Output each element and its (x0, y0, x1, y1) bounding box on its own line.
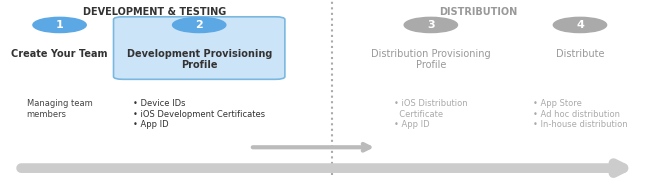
Text: • iOS Distribution
  Certificate
• App ID: • iOS Distribution Certificate • App ID (394, 99, 468, 129)
Text: 4: 4 (576, 20, 584, 30)
Text: • Device IDs
• iOS Development Certificates
• App ID: • Device IDs • iOS Development Certifica… (133, 99, 265, 129)
Circle shape (172, 17, 226, 33)
Text: Managing team
members: Managing team members (27, 99, 93, 119)
Text: Development Provisioning
Profile: Development Provisioning Profile (126, 49, 272, 70)
Text: • App Store
• Ad hoc distribution
• In-house distribution: • App Store • Ad hoc distribution • In-h… (533, 99, 627, 129)
Text: 1: 1 (56, 20, 64, 30)
FancyBboxPatch shape (113, 17, 285, 79)
Text: Distribution Provisioning
Profile: Distribution Provisioning Profile (371, 49, 491, 70)
Text: Create Your Team: Create Your Team (11, 49, 108, 59)
Circle shape (404, 17, 457, 33)
Text: 3: 3 (427, 20, 435, 30)
Text: DEVELOPMENT & TESTING: DEVELOPMENT & TESTING (83, 7, 226, 17)
Text: 2: 2 (195, 20, 203, 30)
Text: DISTRIBUTION: DISTRIBUTION (439, 7, 518, 17)
Text: Distribute: Distribute (556, 49, 604, 59)
Circle shape (33, 17, 86, 33)
Circle shape (553, 17, 607, 33)
